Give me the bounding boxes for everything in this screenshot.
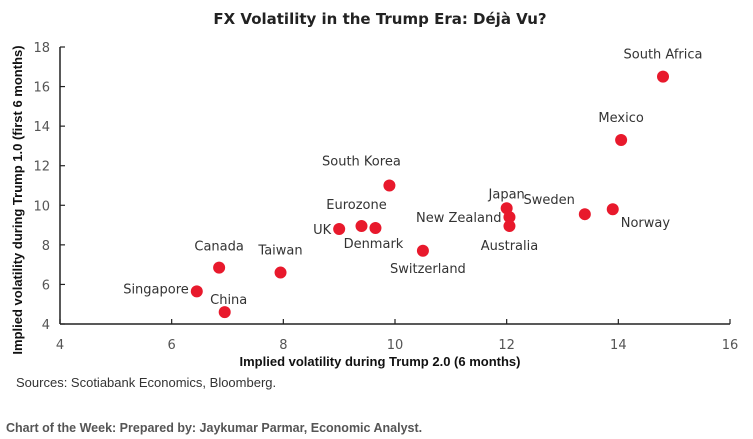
- data-label: Switzerland: [390, 262, 466, 277]
- data-label: Denmark: [344, 237, 404, 252]
- chart-title: FX Volatility in the Trump Era: Déjà Vu?: [213, 10, 546, 28]
- y-tick-label: 18: [33, 41, 50, 56]
- data-label: Japan: [488, 187, 525, 202]
- x-tick-label: 8: [279, 338, 287, 353]
- data-point: [274, 266, 287, 279]
- data-point: [578, 208, 591, 221]
- y-tick-label: 6: [42, 278, 50, 293]
- x-tick-label: 12: [498, 338, 515, 353]
- y-tick-label: 10: [33, 199, 50, 214]
- data-point: [333, 223, 346, 236]
- x-axis-label: Implied volatility during Trump 2.0 (6 m…: [240, 354, 521, 369]
- data-label: China: [210, 293, 247, 308]
- data-label: Taiwan: [257, 244, 302, 259]
- data-point: [383, 179, 396, 192]
- y-tick-label: 12: [33, 160, 50, 175]
- x-tick-label: 6: [168, 338, 176, 353]
- data-label: Singapore: [123, 282, 189, 297]
- data-point: [218, 306, 231, 319]
- data-point: [213, 261, 226, 274]
- data-label: Canada: [194, 240, 243, 255]
- x-tick-label: 4: [56, 338, 64, 353]
- data-point: [355, 220, 368, 233]
- data-point: [657, 70, 669, 83]
- data-label: Sweden: [523, 193, 574, 208]
- x-tick-label: 10: [387, 338, 404, 353]
- y-tick-label: 8: [42, 239, 50, 254]
- data-point: [190, 285, 203, 298]
- data-label: UK: [313, 223, 332, 238]
- data-label: Mexico: [598, 111, 643, 126]
- y-tick-label: 4: [42, 318, 50, 333]
- data-point: [503, 211, 516, 224]
- data-point: [369, 222, 382, 235]
- data-label: New Zealand: [416, 211, 501, 226]
- data-label: Australia: [481, 239, 539, 254]
- y-tick-label: 14: [33, 120, 50, 135]
- x-tick-label: 16: [722, 338, 739, 353]
- x-tick-label: 14: [610, 338, 627, 353]
- data-point: [503, 220, 516, 233]
- data-point: [606, 203, 619, 216]
- data-point: [615, 133, 628, 146]
- footer-credit: Chart of the Week: Prepared by: Jaykumar…: [6, 421, 423, 435]
- data-label: South Korea: [322, 155, 401, 170]
- data-label: Eurozone: [326, 198, 386, 213]
- data-label: Norway: [621, 216, 671, 231]
- source-note: Sources: Scotiabank Economics, Bloomberg…: [16, 375, 277, 390]
- data-label: South Africa: [624, 48, 703, 63]
- y-axis-label: Implied volatility during Trump 1.0 (fir…: [10, 45, 25, 354]
- y-tick-label: 16: [33, 81, 50, 96]
- data-point: [416, 244, 429, 257]
